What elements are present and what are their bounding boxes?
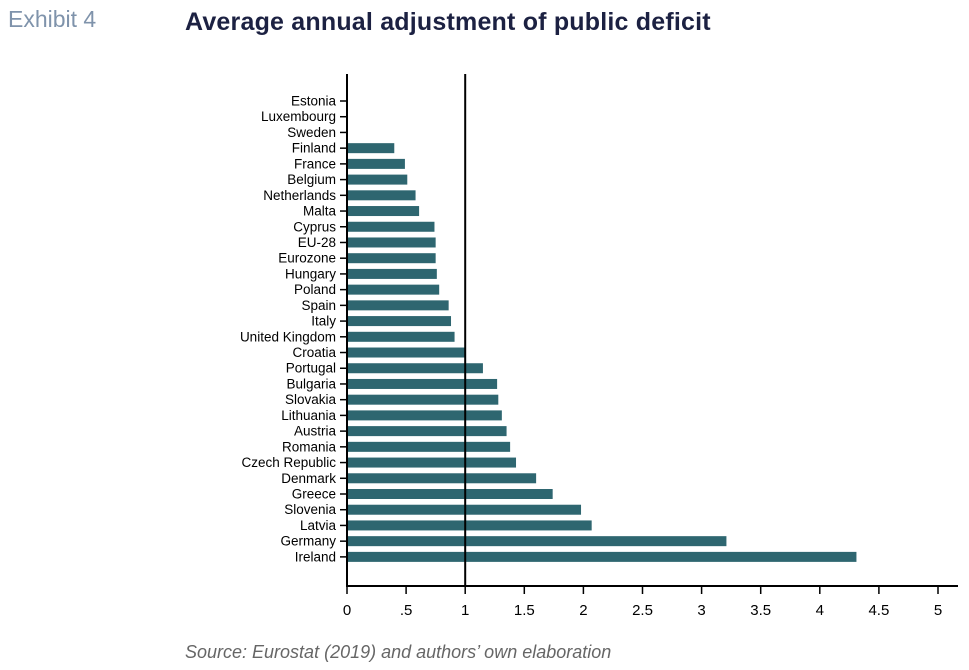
bar-eurozone [347,253,436,264]
bar-bulgaria [347,378,498,389]
bar-romania [347,441,511,452]
source-note: Source: Eurostat (2019) and authors’ own… [185,642,612,662]
x-tick-label: 5 [934,602,942,619]
category-label: Austria [294,424,337,439]
category-label: EU-28 [298,235,336,250]
x-tick-label: 2.5 [632,602,653,619]
bar-italy [347,316,452,327]
bar-eu-28 [347,237,436,248]
x-axis: 0 .5 1 1.5 2 2.5 3 3.5 4 4.5 5 [343,585,958,619]
category-label: Germany [280,534,336,549]
category-label: Italy [311,314,336,329]
category-label: Denmark [281,471,336,486]
bar-austria [347,426,507,437]
bar-germany [347,536,727,547]
category-label: Eurozone [278,251,336,266]
bar-chart: EstoniaLuxembourgSwedenFinlandFranceBelg… [240,74,958,619]
bar-france [347,158,405,169]
category-label: Czech Republic [241,455,336,470]
bar-portugal [347,363,483,374]
category-label: Bulgaria [286,376,336,391]
bar-united-kingdom [347,331,455,342]
bar-slovenia [347,504,582,515]
bar-netherlands [347,190,416,201]
category-label: Latvia [300,518,337,533]
bar-latvia [347,520,592,531]
category-label: Luxembourg [261,109,336,124]
x-tick-label: 1 [461,602,469,619]
category-label: United Kingdom [240,329,336,344]
category-label: Estonia [291,94,337,109]
bar-denmark [347,473,537,484]
bar-poland [347,284,440,295]
bar-lithuania [347,410,502,421]
category-label: Romania [282,439,337,454]
category-label: Malta [303,204,337,219]
category-label: Hungary [285,266,336,281]
category-label: Ireland [295,549,336,564]
category-label: Netherlands [263,188,336,203]
x-tick-label: 0 [343,602,351,619]
bar-ireland [347,551,857,562]
bar-croatia [347,347,466,358]
category-label: Belgium [287,172,336,187]
bar-hungary [347,268,437,279]
x-tick-label: 2 [579,602,587,619]
category-label: Cyprus [293,219,336,234]
chart-title: Average annual adjustment of public defi… [185,8,711,36]
category-label: Slovenia [284,502,336,517]
bar-spain [347,300,449,311]
category-label: Greece [292,487,336,502]
x-tick-label: 4 [816,602,824,619]
category-label: Croatia [292,345,336,360]
exhibit-label: Exhibit 4 [8,6,97,32]
x-tick-label: 3 [697,602,705,619]
category-label: Slovakia [285,392,337,407]
bar-malta [347,206,420,217]
category-label: Poland [294,282,336,297]
category-labels: EstoniaLuxembourgSwedenFinlandFranceBelg… [240,94,347,564]
category-label: Sweden [287,125,336,140]
x-tick-label: 4.5 [868,602,889,619]
bar-czech-republic [347,457,517,468]
bar-cyprus [347,221,435,232]
bars-group [347,143,857,562]
x-tick-label: .5 [400,602,413,619]
category-label: Spain [301,298,336,313]
category-label: Portugal [286,361,336,376]
bar-greece [347,489,553,499]
x-tick-label: 3.5 [750,602,771,619]
x-tick-label: 1.5 [514,602,535,619]
bar-finland [347,143,395,154]
category-label: Lithuania [281,408,336,423]
bar-slovakia [347,394,499,405]
category-label: France [294,156,336,171]
bar-belgium [347,174,408,185]
category-label: Finland [292,141,336,156]
